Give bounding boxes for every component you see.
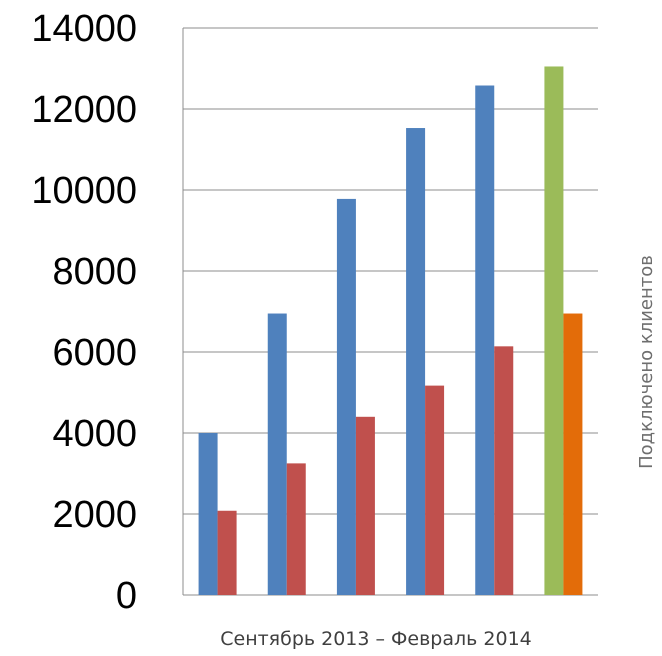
bar-series-1-group-4	[406, 128, 426, 595]
y-tick-label: 6000	[52, 332, 137, 374]
y-tick-label: 2000	[52, 494, 137, 536]
y-tick-label: 10000	[31, 170, 137, 212]
x-axis-label: Сентябрь 2013 – Февраль 2014	[220, 628, 532, 650]
bar-series-2-group-3	[355, 416, 375, 595]
bar-series-2-group-2	[286, 463, 306, 595]
bar-series-1-group-2	[267, 313, 287, 595]
bar-series-1-group-6	[544, 66, 564, 596]
bar-series-2-group-5	[494, 346, 514, 595]
bar-series-1-group-5	[475, 85, 495, 595]
bars	[198, 66, 583, 596]
bar-series-2-group-1	[217, 510, 237, 595]
bar-series-2-group-6	[563, 313, 583, 595]
y-tick-label: 14000	[31, 8, 137, 50]
y-tick-label: 12000	[31, 89, 137, 131]
y-axis-label: Подключено клиентов	[636, 255, 657, 469]
y-tick-label: 8000	[52, 251, 137, 293]
bar-series-1-group-1	[198, 433, 218, 595]
y-axis-ticks: 0 2000 4000 6000 8000 10000 12000 14000	[31, 8, 137, 617]
y-tick-label: 4000	[52, 413, 137, 455]
bar-series-2-group-4	[425, 385, 445, 595]
y-tick-label: 0	[116, 575, 137, 617]
gridlines	[182, 27, 598, 596]
bar-series-1-group-3	[336, 198, 356, 595]
